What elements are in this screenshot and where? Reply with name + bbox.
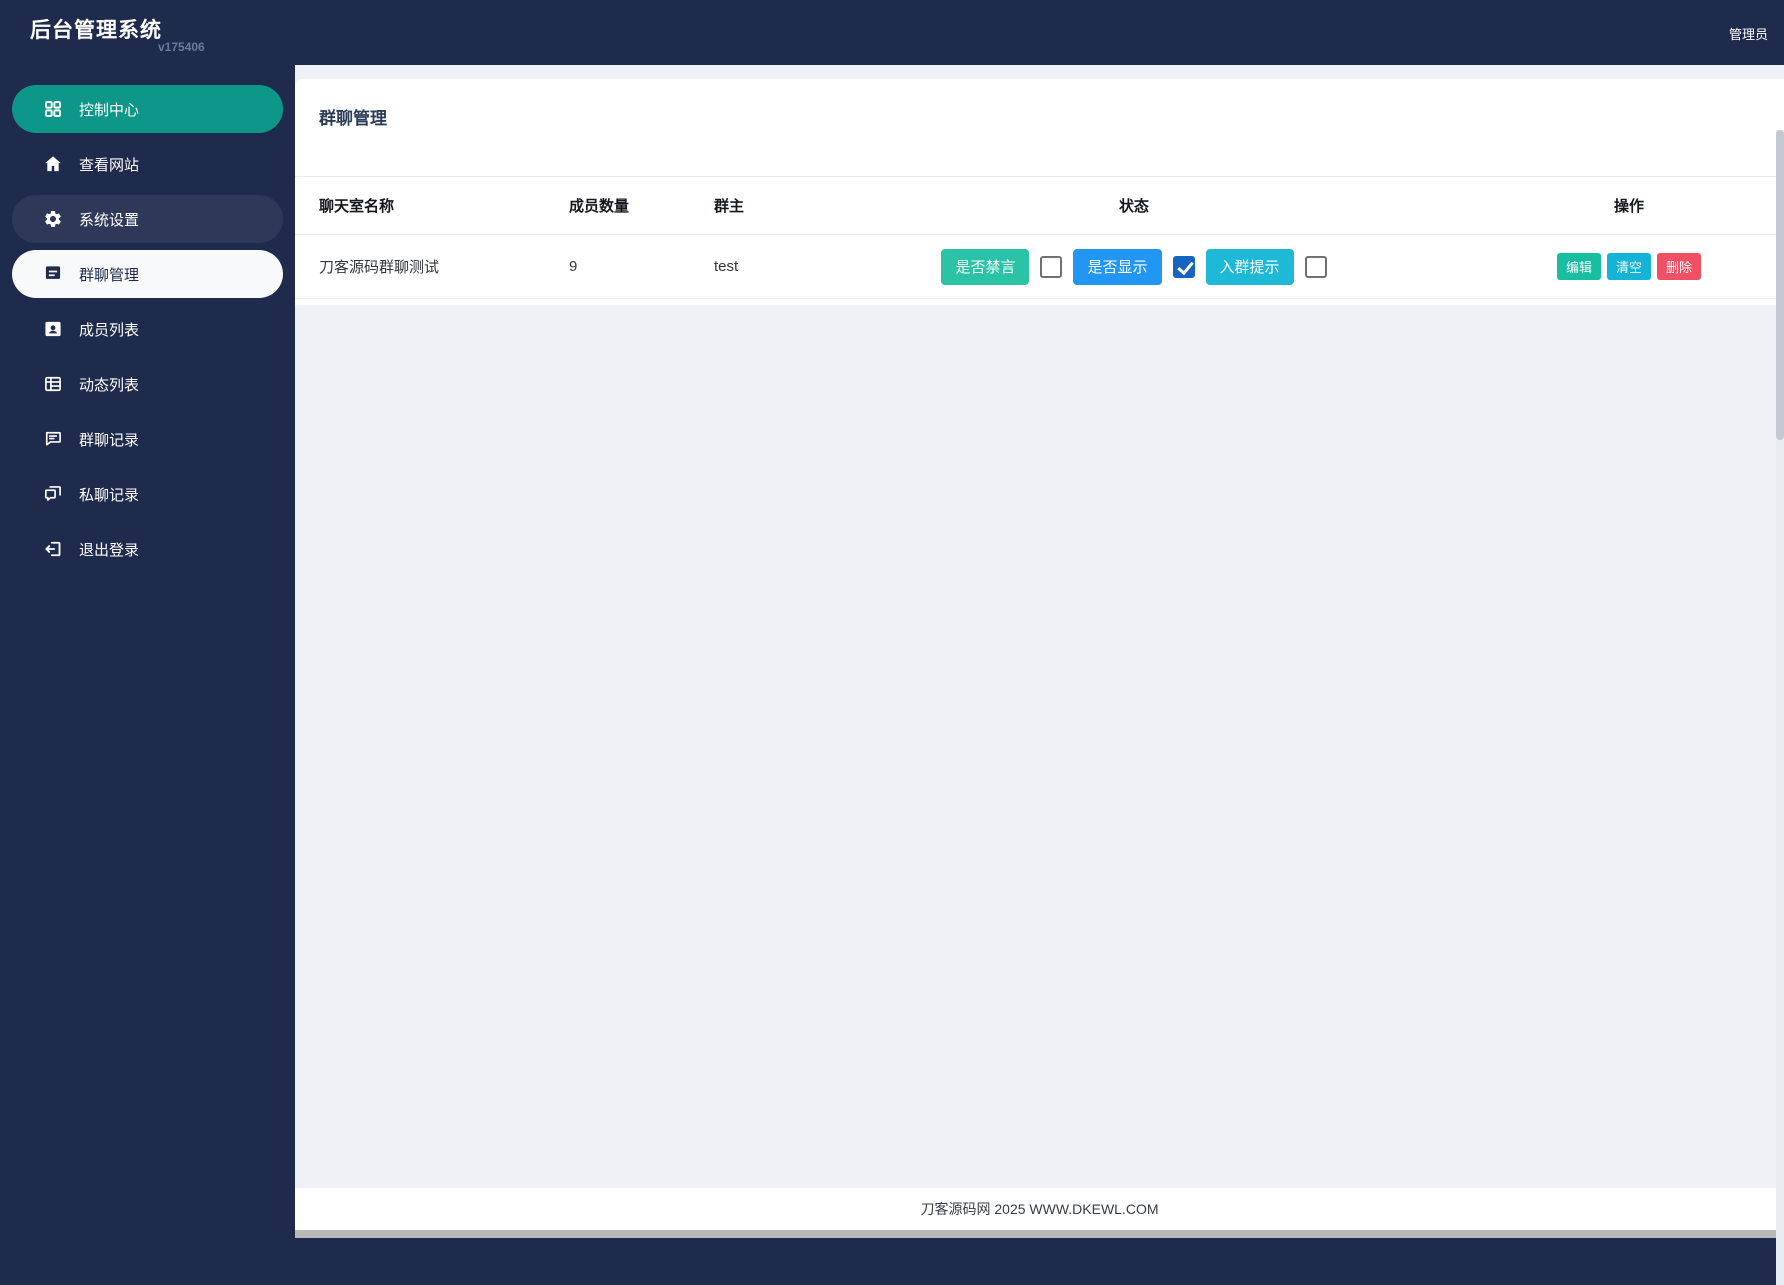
clear-button[interactable]: 清空 (1606, 253, 1651, 280)
gear-icon (43, 209, 63, 229)
header-chatroom-name: 聊天室名称 (319, 198, 395, 215)
join-tip-toggle-button[interactable]: 入群提示 (1205, 248, 1294, 285)
chat-bubble-icon (43, 429, 63, 449)
table-header-row: 聊天室名称 成员数量 群主 状态 操作 (295, 177, 1784, 235)
sidebar-item-group-chat-management[interactable]: 群聊管理 (12, 250, 283, 298)
member-card-icon (43, 319, 63, 339)
edit-button[interactable]: 编辑 (1556, 253, 1601, 280)
delete-button[interactable]: 删除 (1657, 253, 1702, 280)
cell-owner: test (714, 258, 739, 275)
header-actions: 操作 (1613, 198, 1644, 215)
footer-text: 刀客源码网 2025 WWW.DKEWL.COM (920, 1201, 1159, 1217)
layout: 控制中心 查看网站 系统设置 群聊管理 成员列表 (0, 65, 1784, 1285)
cell-status: 是否禁言 是否显示 入群提示 (934, 248, 1334, 285)
brand: 后台管理系统 v175406 (30, 14, 205, 54)
group-chat-card: 群聊管理 聊天室名称 成员数量 群主 状态 操作 刀客源码群聊测试 9 test… (295, 79, 1784, 305)
user-menu[interactable]: 管理员 (1728, 27, 1768, 42)
home-icon (43, 154, 63, 174)
sidebar-item-label: 群聊管理 (79, 266, 140, 284)
sidebar-item-group-chat-records[interactable]: 群聊记录 (12, 415, 283, 463)
scrollbar-track[interactable] (1776, 130, 1784, 1285)
sidebar-item-member-list[interactable]: 成员列表 (12, 305, 283, 353)
header-member-count: 成员数量 (569, 198, 630, 215)
visible-checkbox[interactable] (1172, 255, 1195, 278)
sidebar-item-label: 系统设置 (79, 211, 140, 229)
sidebar-item-label: 私聊记录 (79, 486, 140, 504)
header-owner: 群主 (714, 198, 745, 215)
main-content: 群聊管理 聊天室名称 成员数量 群主 状态 操作 刀客源码群聊测试 9 test… (295, 65, 1784, 1285)
footer-shadow (295, 1230, 1784, 1238)
sidebar-item-label: 动态列表 (79, 376, 140, 394)
sidebar-item-logout[interactable]: 退出登录 (12, 525, 283, 573)
dual-chat-icon (43, 484, 63, 504)
app-title: 后台管理系统 (30, 19, 162, 42)
sidebar-item-view-site[interactable]: 查看网站 (12, 140, 283, 188)
sidebar-item-label: 群聊记录 (79, 431, 140, 449)
cell-actions: 编辑 清空 删除 (1534, 253, 1724, 280)
footer: 刀客源码网 2025 WWW.DKEWL.COM (295, 1188, 1784, 1230)
sidebar-item-label: 退出登录 (79, 541, 140, 559)
logout-icon (43, 539, 63, 559)
chat-text-icon (43, 264, 63, 284)
sidebar-item-label: 控制中心 (79, 101, 140, 119)
sidebar: 控制中心 查看网站 系统设置 群聊管理 成员列表 (0, 65, 295, 1238)
sidebar-item-system-settings[interactable]: 系统设置 (12, 195, 283, 243)
sidebar-item-label: 成员列表 (79, 321, 140, 339)
app-version: v175406 (158, 40, 205, 54)
cell-chatroom-name: 刀客源码群聊测试 (319, 259, 440, 276)
table-list-icon (43, 374, 63, 394)
scrollbar-thumb[interactable] (1776, 130, 1784, 440)
sidebar-item-activity-list[interactable]: 动态列表 (12, 360, 283, 408)
top-bar: 后台管理系统 v175406 管理员 (0, 0, 1784, 65)
sidebar-item-control-center[interactable]: 控制中心 (12, 85, 283, 133)
table-row: 刀客源码群聊测试 9 test 是否禁言 是否显示 入群提示 编辑 清空 删除 (295, 235, 1784, 299)
join-tip-checkbox[interactable] (1304, 255, 1327, 278)
mute-checkbox[interactable] (1040, 255, 1063, 278)
mute-toggle-button[interactable]: 是否禁言 (941, 248, 1030, 285)
visible-toggle-button[interactable]: 是否显示 (1073, 248, 1162, 285)
grid-dashboard-icon (43, 99, 63, 119)
header-status: 状态 (1118, 198, 1149, 215)
sidebar-item-private-chat-records[interactable]: 私聊记录 (12, 470, 283, 518)
sidebar-item-label: 查看网站 (79, 156, 140, 174)
page-title: 群聊管理 (295, 79, 1784, 177)
cell-member-count: 9 (569, 258, 578, 275)
